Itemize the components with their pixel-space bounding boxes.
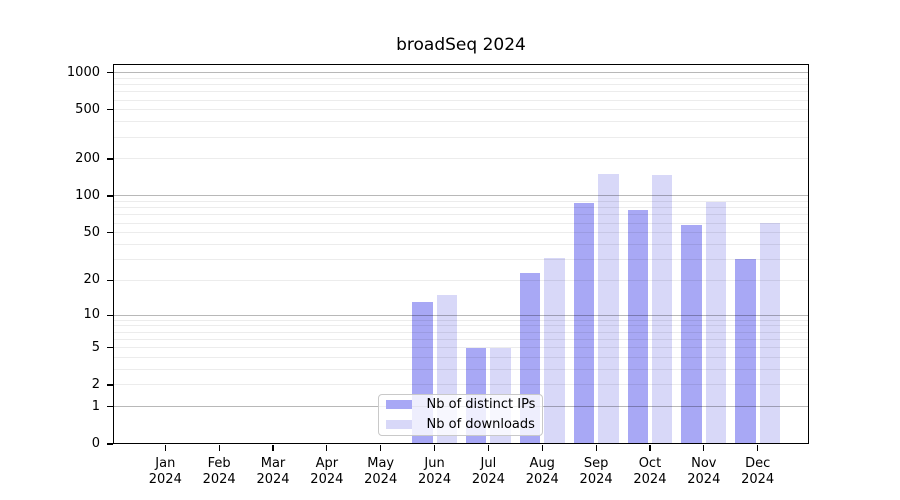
y-tick-mark [106, 384, 113, 386]
gridline-minor [113, 347, 809, 349]
x-tick-mark [433, 445, 436, 451]
x-tick-label-apr-2024: Apr 2024 [310, 456, 344, 487]
gridline-minor [113, 91, 809, 93]
gridline-minor [113, 136, 809, 138]
gridline-minor [113, 331, 809, 333]
gridline-minor [113, 357, 809, 358]
x-tick-label-aug-2024: Aug 2024 [525, 456, 559, 487]
x-tick-label-dec-2024: Dec 2024 [741, 456, 775, 487]
y-tick-label: 1000 [66, 64, 100, 80]
gridline-minor [113, 319, 809, 321]
x-tick-label-sep-2024: Sep 2024 [579, 456, 613, 487]
y-tick-mark [106, 109, 113, 111]
bar-nb-of-downloads-nov-2024 [705, 201, 727, 444]
bar-nb-of-distinct-ips-dec-2024 [735, 259, 756, 444]
x-tick-mark [326, 445, 328, 451]
gridline-minor [113, 368, 809, 370]
y-tick-label: 10 [83, 307, 100, 323]
y-tick-mark [106, 279, 113, 281]
y-tick-label: 50 [83, 224, 100, 240]
y-tick-label: 2 [91, 376, 100, 392]
y-tick-label: 100 [75, 187, 100, 203]
x-tick-label-mar-2024: Mar 2024 [256, 456, 290, 487]
y-tick-mark [106, 195, 113, 197]
bar-nb-of-distinct-ips-oct-2024 [627, 209, 648, 444]
legend-item-distinct-ips: Nb of distinct IPs [379, 395, 542, 415]
bar-nb-of-downloads-oct-2024 [651, 175, 673, 444]
y-tick-label: 1 [91, 398, 100, 414]
y-tick-label: 0 [91, 436, 100, 451]
y-tick-mark [106, 158, 113, 160]
legend-swatch-distinct-ips-icon [385, 399, 412, 410]
gridline-minor [113, 338, 809, 340]
y-tick-mark [106, 72, 113, 74]
gridline-minor [113, 207, 809, 209]
x-tick-label-jan-2024: Jan 2024 [148, 456, 182, 487]
gridline-minor [113, 121, 809, 123]
gridline-minor [113, 325, 809, 327]
gridline-minor [113, 222, 809, 224]
y-tick-label: 20 [83, 272, 100, 288]
y-tick-label: 5 [91, 339, 100, 355]
gridline-minor [113, 243, 809, 245]
x-tick-mark [595, 445, 597, 451]
legend-label-distinct-ips: Nb of distinct IPs [426, 397, 536, 412]
x-tick-mark [703, 445, 705, 451]
y-tick-mark [106, 406, 113, 408]
gridline-major [113, 195, 809, 197]
x-tick-label-nov-2024: Nov 2024 [687, 456, 721, 487]
gridline-minor [113, 109, 809, 111]
legend: Nb of distinct IPs Nb of downloads [377, 393, 543, 436]
bar-nb-of-distinct-ips-sep-2024 [573, 203, 595, 444]
y-tick-mark [106, 232, 113, 234]
x-tick-mark [649, 445, 651, 451]
gridline-minor [113, 77, 809, 79]
gridline-major [113, 314, 809, 316]
x-tick-mark [487, 445, 489, 451]
gridline-minor [113, 279, 809, 281]
x-tick-label-jul-2024: Jul 2024 [471, 456, 505, 487]
bar-nb-of-downloads-dec-2024 [759, 223, 781, 444]
x-tick-mark [757, 445, 759, 451]
legend-label-downloads: Nb of downloads [426, 417, 535, 432]
plot-area [113, 63, 809, 445]
x-tick-label-oct-2024: Oct 2024 [633, 456, 667, 487]
bar-nb-of-distinct-ips-nov-2024 [681, 224, 702, 444]
gridline-minor [113, 214, 809, 216]
x-tick-label-jun-2024: Jun 2024 [418, 456, 452, 487]
x-tick-mark [164, 445, 166, 451]
chart-title: broadSeq 2024 [396, 35, 526, 55]
x-tick-label-may-2024: May 2024 [364, 456, 398, 487]
gridline-minor [113, 258, 809, 260]
x-tick-mark [380, 445, 382, 451]
x-tick-mark [218, 445, 220, 451]
gridline-minor [113, 158, 809, 160]
grid-layer [113, 64, 809, 445]
gridline-minor [113, 201, 809, 203]
x-tick-mark [272, 445, 274, 451]
y-tick-mark [106, 314, 113, 316]
gridline-minor [113, 99, 809, 101]
gridline-minor [113, 84, 809, 86]
x-tick-mark [541, 445, 543, 451]
gridline-minor [113, 384, 809, 386]
bar-nb-of-downloads-aug-2024 [544, 257, 565, 444]
y-tick-mark [106, 347, 113, 349]
y-tick-mark [106, 443, 113, 445]
x-tick-label-feb-2024: Feb 2024 [202, 456, 236, 487]
y-tick-label: 200 [75, 150, 100, 166]
legend-swatch-downloads-icon [385, 419, 412, 430]
y-tick-label: 500 [75, 101, 100, 117]
gridline-minor [113, 232, 809, 234]
bar-nb-of-downloads-sep-2024 [598, 174, 619, 444]
legend-item-downloads: Nb of downloads [379, 415, 542, 435]
gridline-major [113, 72, 809, 74]
